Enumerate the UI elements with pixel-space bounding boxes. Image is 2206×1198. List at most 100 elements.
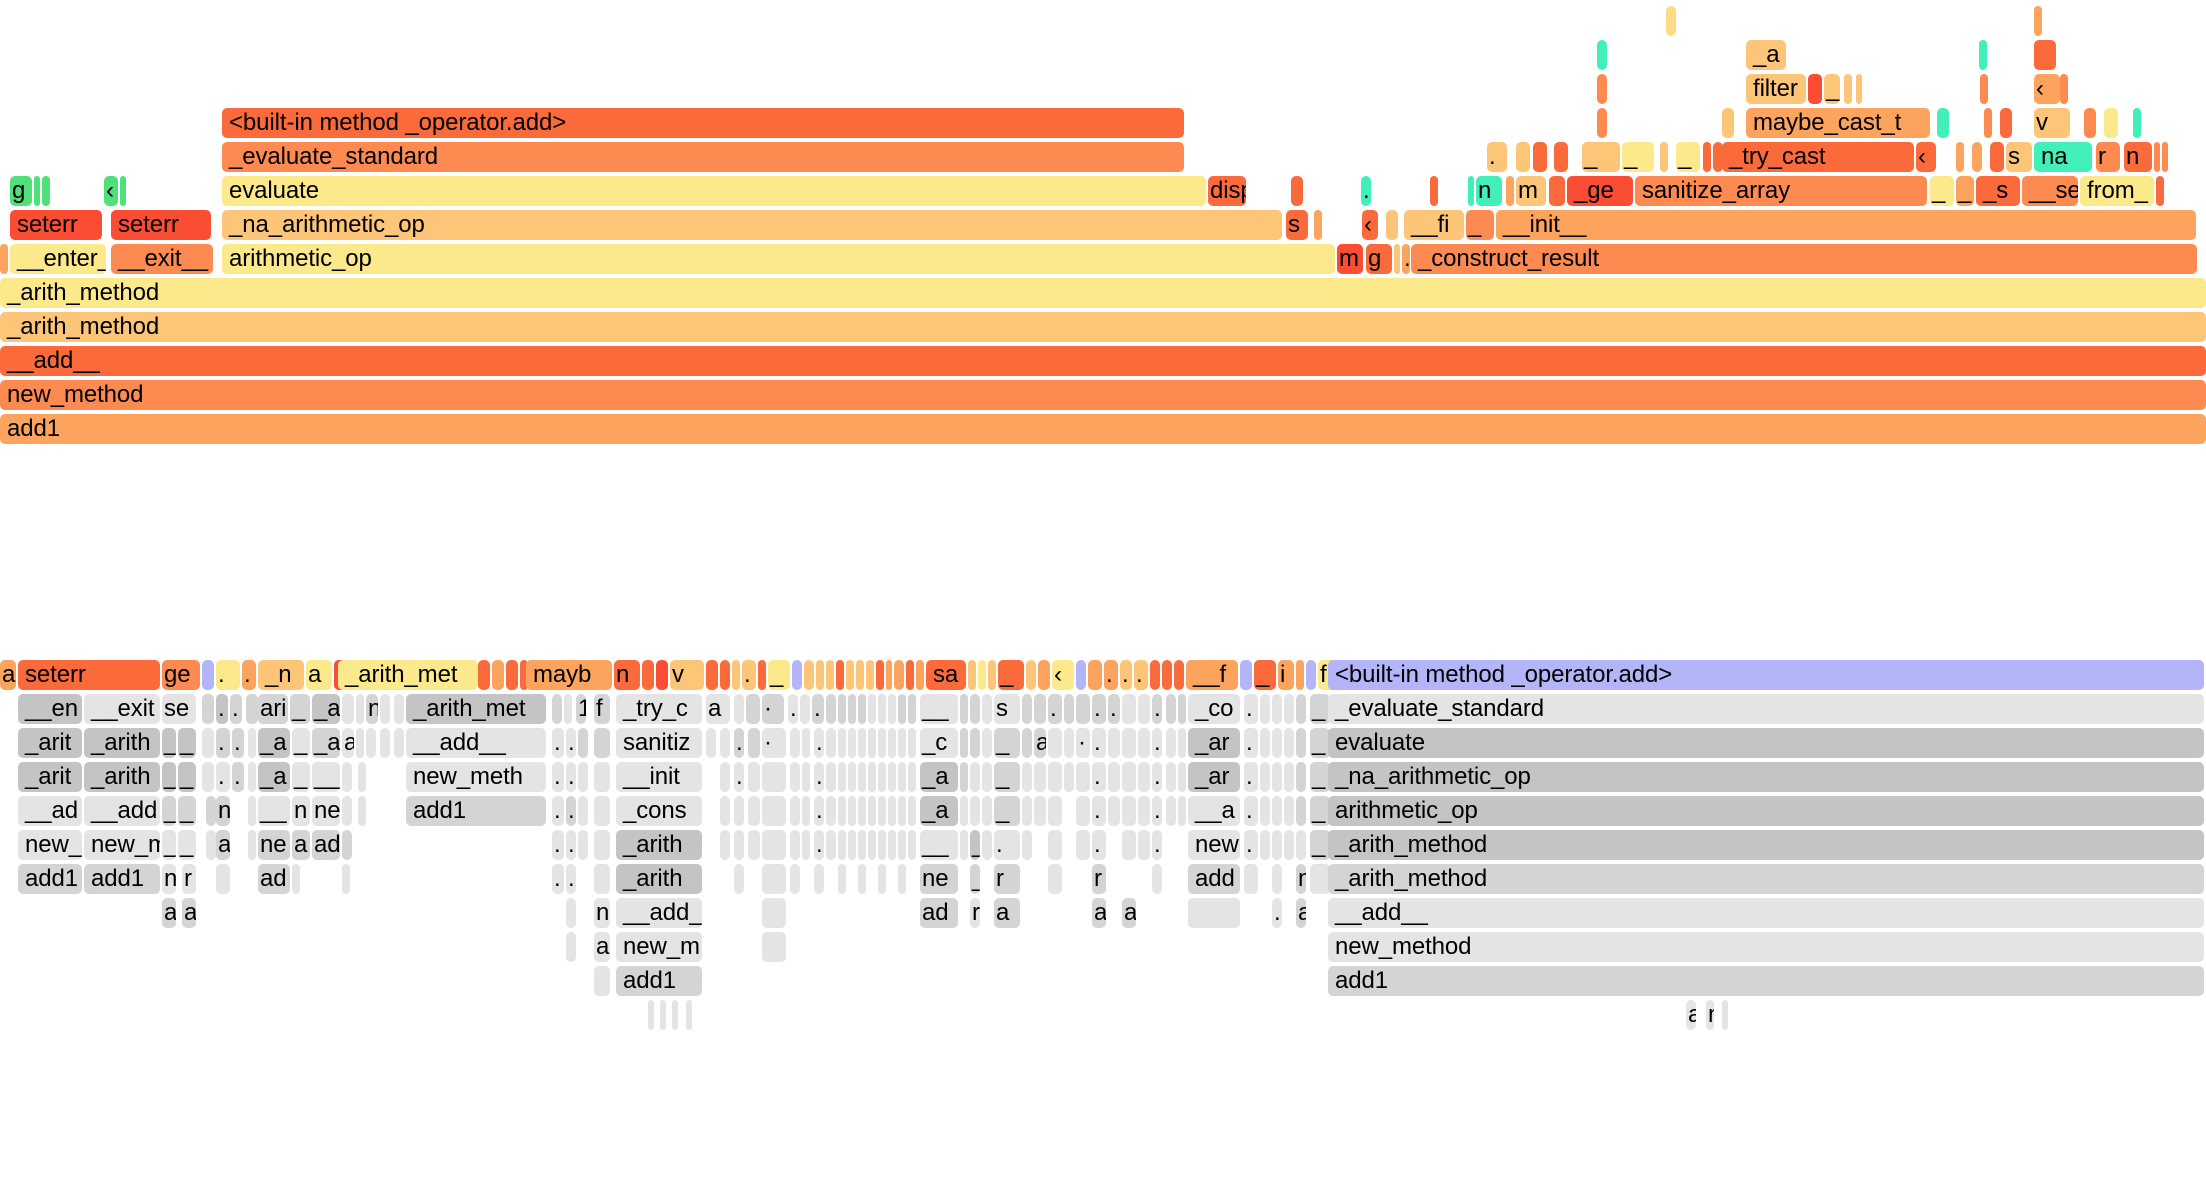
flame-frame-bottom-L6[interactable]: ad <box>258 864 290 894</box>
flame-frame-top-L9[interactable] <box>2133 108 2141 138</box>
flame-frame-bottom-L0[interactable]: . <box>216 660 240 690</box>
flame-frame-top-L8[interactable]: r <box>2096 142 2120 172</box>
flame-frame-bottom-L1[interactable] <box>800 694 810 724</box>
flame-frame-bottom-L5[interactable] <box>1260 830 1270 860</box>
flame-frame-bottom-L7[interactable]: ad <box>920 898 958 928</box>
flame-frame-top-L3[interactable]: _arith_method <box>0 312 2206 342</box>
flame-frame-bottom-L2[interactable]: . <box>1244 728 1258 758</box>
flame-frame-bottom-L2[interactable] <box>1064 728 1074 758</box>
flame-frame-bottom-L5[interactable]: _ <box>178 830 196 860</box>
flame-frame-bottom-L2[interactable] <box>1108 728 1120 758</box>
flame-frame-bottom-L5[interactable]: _ <box>1310 830 1330 860</box>
flame-frame-top-L6[interactable]: seterr <box>10 210 102 240</box>
flame-frame-bottom-L7[interactable]: __add__ <box>1328 898 2204 928</box>
flame-frame-bottom-L0[interactable] <box>1088 660 1102 690</box>
flame-frame-bottom-L5[interactable] <box>878 830 886 860</box>
flame-frame-top-L11[interactable] <box>1597 40 1607 70</box>
flame-frame-bottom-L1[interactable]: _ <box>290 694 310 724</box>
flame-frame-bottom-L2[interactable] <box>1284 728 1294 758</box>
flame-frame-bottom-L2[interactable] <box>366 728 376 758</box>
flame-frame-bottom-L10[interactable] <box>660 1000 666 1030</box>
flame-frame-top-L1[interactable]: new_method <box>0 380 2206 410</box>
flame-frame-bottom-L7[interactable]: a <box>1296 898 1306 928</box>
flame-frame-top-L7[interactable]: n <box>1476 176 1502 206</box>
flame-frame-bottom-L7[interactable] <box>566 898 576 928</box>
flame-frame-top-L5[interactable]: __exit__ <box>111 244 213 274</box>
flame-frame-bottom-L7[interactable]: a <box>162 898 176 928</box>
flame-frame-top-L6[interactable]: __fi <box>1404 210 1464 240</box>
flame-frame-bottom-L4[interactable] <box>358 796 366 826</box>
flame-frame-bottom-L2[interactable] <box>908 728 916 758</box>
flame-frame-bottom-L4[interactable] <box>838 796 846 826</box>
flame-frame-top-L4[interactable]: _arith_method <box>0 278 2206 308</box>
flame-frame-bottom-L1[interactable] <box>838 694 846 724</box>
flame-frame-top-L5[interactable] <box>1394 244 1400 274</box>
flame-frame-bottom-L4[interactable] <box>1034 796 1046 826</box>
flame-frame-bottom-L1[interactable] <box>858 694 866 724</box>
flame-frame-bottom-L4[interactable] <box>762 796 786 826</box>
flame-frame-bottom-L5[interactable] <box>248 830 256 860</box>
flame-frame-bottom-L3[interactable] <box>358 762 366 792</box>
flame-frame-bottom-L3[interactable] <box>720 762 730 792</box>
flame-frame-bottom-L2[interactable] <box>1122 728 1136 758</box>
flame-frame-bottom-L1[interactable] <box>1064 694 1074 724</box>
flame-frame-bottom-L3[interactable] <box>1178 762 1186 792</box>
flame-frame-bottom-L5[interactable] <box>1022 830 1032 860</box>
flame-frame-bottom-L0[interactable]: __f <box>1186 660 1238 690</box>
flame-frame-bottom-L1[interactable] <box>380 694 390 724</box>
flame-frame-bottom-L0[interactable]: _ <box>1254 660 1276 690</box>
flame-frame-bottom-L3[interactable]: . <box>552 762 564 792</box>
flame-frame-bottom-L1[interactable]: n <box>366 694 378 724</box>
flame-frame-top-L5[interactable]: . <box>1402 244 1410 274</box>
flame-frame-bottom-L3[interactable] <box>578 762 588 792</box>
flame-frame-bottom-L10[interactable] <box>1722 1000 1728 1030</box>
flame-frame-top-L7[interactable] <box>42 176 50 206</box>
flame-frame-bottom-L3[interactable]: . <box>232 762 244 792</box>
flame-frame-bottom-L4[interactable]: n <box>216 796 230 826</box>
flame-frame-top-L7[interactable] <box>1506 176 1514 206</box>
flame-frame-bottom-L4[interactable] <box>960 796 968 826</box>
flame-frame-bottom-L2[interactable]: _a <box>258 728 290 758</box>
flame-frame-bottom-L1[interactable]: __exit <box>84 694 160 724</box>
flame-frame-top-L8[interactable] <box>1990 142 2004 172</box>
flame-frame-top-L8[interactable] <box>1554 142 1568 172</box>
flame-frame-bottom-L0[interactable]: . <box>242 660 256 690</box>
flame-frame-bottom-L5[interactable]: ne <box>258 830 290 860</box>
flame-frame-bottom-L4[interactable] <box>1048 796 1062 826</box>
flame-frame-bottom-L2[interactable] <box>878 728 886 758</box>
flame-frame-bottom-L3[interactable] <box>970 762 980 792</box>
flame-frame-top-L9[interactable] <box>1937 108 1949 138</box>
flame-frame-bottom-L4[interactable]: . <box>1244 796 1258 826</box>
flame-frame-bottom-L3[interactable] <box>1284 762 1294 792</box>
flame-frame-bottom-L4[interactable] <box>342 796 352 826</box>
flame-frame-bottom-L6[interactable] <box>858 864 866 894</box>
flame-frame-bottom-L2[interactable] <box>790 728 800 758</box>
flame-frame-bottom-L3[interactable]: _arith <box>84 762 160 792</box>
flame-frame-bottom-L3[interactable]: _ar <box>1188 762 1240 792</box>
flame-frame-bottom-L2[interactable] <box>594 728 610 758</box>
flame-frame-top-L8[interactable] <box>1972 142 1982 172</box>
flame-frame-top-L7[interactable] <box>34 176 40 206</box>
flame-frame-bottom-L6[interactable] <box>1244 864 1258 894</box>
flame-frame-bottom-L3[interactable]: . <box>814 762 824 792</box>
flame-frame-bottom-L6[interactable]: r <box>994 864 1020 894</box>
flame-frame-bottom-L2[interactable] <box>720 728 730 758</box>
flame-frame-bottom-L1[interactable] <box>898 694 906 724</box>
bottom-flame-graph[interactable]: aseterrge.._nam.___arith_met.maybnv._sa_… <box>0 660 2206 1198</box>
flame-frame-top-L7[interactable] <box>120 176 126 206</box>
flame-frame-bottom-L1[interactable]: _ <box>1310 694 1330 724</box>
flame-frame-bottom-L2[interactable]: . <box>566 728 576 758</box>
flame-frame-bottom-L3[interactable]: . <box>1092 762 1106 792</box>
flame-frame-bottom-L4[interactable]: . <box>1152 796 1162 826</box>
flame-frame-bottom-L0[interactable]: <built-in method _operator.add> <box>1328 660 2204 690</box>
flame-frame-bottom-L0[interactable] <box>894 660 904 690</box>
flame-frame-bottom-L8[interactable] <box>566 932 576 962</box>
flame-frame-bottom-L5[interactable] <box>802 830 810 860</box>
flame-frame-top-L10[interactable]: filter <box>1746 74 1806 104</box>
flame-frame-bottom-L1[interactable] <box>960 694 968 724</box>
flame-frame-bottom-L4[interactable] <box>594 796 610 826</box>
flame-frame-top-L5[interactable]: __enter__ <box>10 244 106 274</box>
flame-frame-bottom-L0[interactable]: ge <box>162 660 200 690</box>
flame-frame-bottom-L4[interactable] <box>858 796 866 826</box>
flame-frame-bottom-L5[interactable]: new_ <box>18 830 82 860</box>
